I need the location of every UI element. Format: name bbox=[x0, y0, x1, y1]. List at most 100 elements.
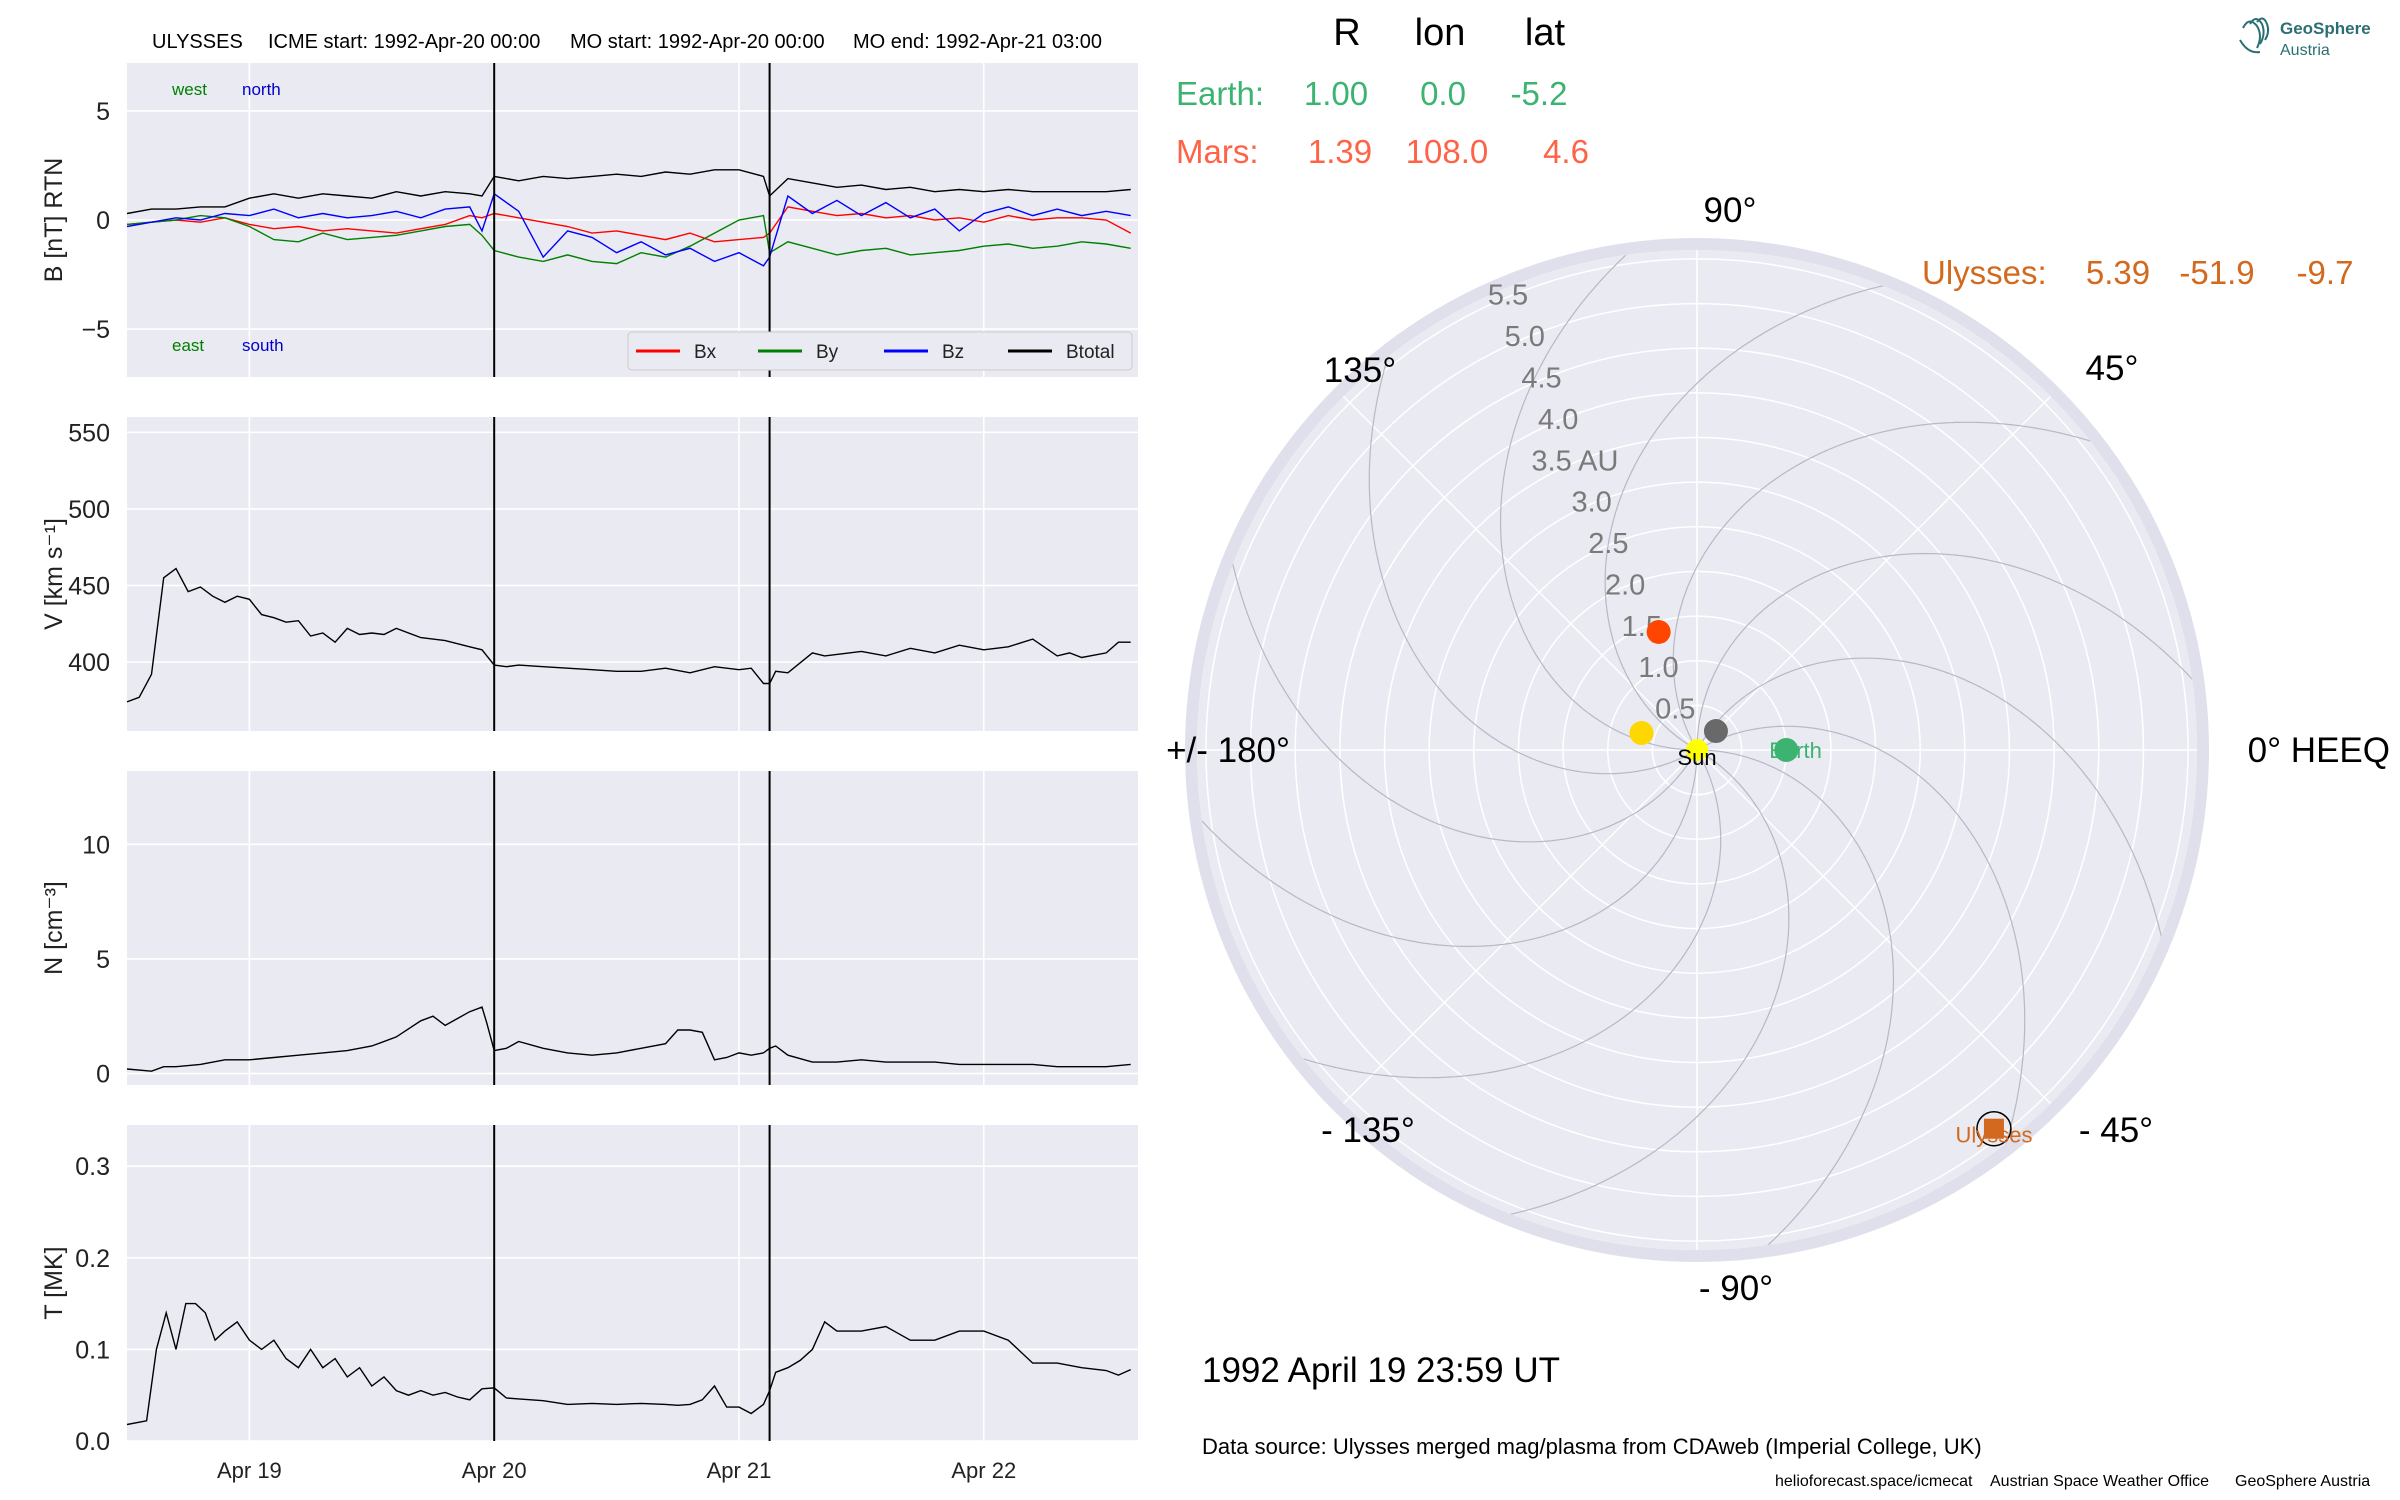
y-axis-label: T [MK] bbox=[40, 1246, 68, 1319]
y-tick-label: 0.2 bbox=[75, 1245, 110, 1273]
angular-gridline bbox=[1342, 395, 1698, 751]
theta-label-minus-135: - 135° bbox=[1321, 1111, 1415, 1150]
r-tick-label: 2.0 bbox=[1605, 569, 1645, 601]
panel-background bbox=[127, 771, 1138, 1085]
theta-label-45: 45° bbox=[2086, 349, 2139, 388]
panel-background bbox=[127, 1125, 1138, 1441]
earth-row-lon: 0.0 bbox=[1420, 75, 1466, 112]
y-tick-label: 5 bbox=[96, 946, 110, 974]
ulysses-label: Ulysses bbox=[1955, 1123, 2032, 1148]
angular-gridline bbox=[1342, 749, 1698, 1105]
r-tick-label: 5.0 bbox=[1505, 321, 1545, 353]
mars-row-name: Mars: bbox=[1176, 133, 1259, 170]
theta-label-180: +/- 180° bbox=[1166, 731, 1290, 770]
y-axis-label: N [cm⁻³] bbox=[40, 881, 68, 975]
theta-label-minus-90: - 90° bbox=[1699, 1269, 1773, 1308]
b-legend: Bx By Bz Btotal bbox=[627, 331, 1133, 371]
y-tick-label: 550 bbox=[68, 419, 110, 447]
sun-marker bbox=[1686, 739, 1708, 761]
ulysses-row-lat: -9.7 bbox=[2297, 254, 2354, 291]
footer-link-icmecat: helioforecast.space/icmecat bbox=[1775, 1473, 1973, 1490]
y-tick-label: 500 bbox=[68, 496, 110, 524]
y-tick-label: 0.1 bbox=[75, 1336, 110, 1364]
geosphere-logo-icon: GeoSphere Austria bbox=[2239, 17, 2371, 59]
y-tick-label: 400 bbox=[68, 649, 110, 677]
panel-4: 0.3 0.2 0.1 0.0 Apr 19 Apr 20 Apr 21 Apr 22 T [M… bbox=[40, 1125, 1138, 1483]
y-tick-label: −5 bbox=[81, 316, 110, 344]
theta-label-90: 90° bbox=[1704, 191, 1757, 230]
icme-start-label: ICME start: 1992-Apr-20 00:00 bbox=[268, 31, 540, 53]
sun-label: Sun bbox=[1677, 745, 1716, 770]
parker-spiral-line bbox=[1696, 552, 2197, 801]
mars-row-lat: 4.6 bbox=[1543, 133, 1589, 170]
theta-label-0: 0° HEEQ bbox=[2248, 731, 2390, 770]
annotation-east: east bbox=[172, 336, 204, 355]
series-line-data bbox=[126, 567, 1131, 703]
r-tick-label: 3.0 bbox=[1571, 487, 1611, 519]
angular-gridline bbox=[1696, 749, 2052, 1105]
body-2-marker bbox=[1703, 719, 1728, 744]
annotation-west: west bbox=[171, 80, 207, 99]
polar-position-plot: 0.51.01.52.02.53.03.5 AU4.04.55.05.50° H… bbox=[1166, 191, 2390, 1308]
r-tick-label: 0.5 bbox=[1655, 694, 1695, 726]
ulysses-row-r: 5.39 bbox=[2086, 254, 2150, 291]
annotation-south: south bbox=[242, 336, 284, 355]
series-line-by bbox=[126, 214, 1131, 265]
angular-gridline bbox=[1696, 395, 2052, 751]
ulysses-ring bbox=[1976, 1110, 2012, 1147]
col-header-lat: lat bbox=[1525, 12, 1566, 54]
theta-label-minus-45: - 45° bbox=[2079, 1111, 2153, 1150]
r-tick-label: 1.0 bbox=[1638, 652, 1678, 684]
parker-spiral-line bbox=[1696, 657, 2175, 1083]
col-header-r: R bbox=[1333, 12, 1360, 54]
r-tick-label: 4.0 bbox=[1538, 404, 1578, 436]
spacecraft-title: ULYSSES bbox=[152, 31, 243, 53]
r-tick-label: 2.5 bbox=[1588, 528, 1628, 560]
earth-row-lat: -5.2 bbox=[1511, 75, 1568, 112]
panel-1: 5 0 −5 B [nT] RTN bbox=[40, 63, 1138, 377]
logo-text-geosphere: GeoSphere bbox=[2280, 19, 2371, 38]
series-line-data bbox=[126, 1006, 1131, 1072]
earth-row-r: 1.00 bbox=[1304, 75, 1368, 112]
panel-background bbox=[127, 417, 1138, 731]
parker-spiral-line bbox=[1197, 699, 1698, 948]
ulysses-row-lon: -51.9 bbox=[2179, 254, 2254, 291]
mo-start-label: MO start: 1992-Apr-20 00:00 bbox=[570, 31, 825, 53]
parker-spiral-line bbox=[1604, 272, 2030, 751]
x-tick-label-apr-19: Apr 19 bbox=[217, 1458, 282, 1483]
mars-row-lon: 108.0 bbox=[1406, 133, 1489, 170]
y-tick-label: 10 bbox=[82, 831, 110, 859]
theta-label-135: 135° bbox=[1324, 351, 1396, 390]
parker-spiral-line bbox=[1364, 749, 1790, 1228]
data-source-label: Data source: Ulysses merged mag/plasma f… bbox=[1202, 1434, 1982, 1459]
ulysses-row-name: Ulysses: bbox=[1922, 254, 2047, 291]
parker-spiral-line bbox=[1646, 749, 1895, 1250]
y-tick-label: 5 bbox=[96, 98, 110, 126]
parker-spiral-line bbox=[1368, 250, 1698, 775]
parker-spiral-line bbox=[1197, 749, 1722, 1079]
earth-row-name: Earth: bbox=[1176, 75, 1264, 112]
series-line-btotal bbox=[126, 169, 1131, 215]
parker-spiral-line bbox=[1219, 417, 1698, 843]
legend-label-by: By bbox=[816, 342, 839, 363]
r-tick-label: 4.5 bbox=[1521, 362, 1561, 394]
y-tick-label: 0.0 bbox=[75, 1428, 110, 1456]
series-line-bx bbox=[126, 206, 1132, 243]
y-tick-label: 0 bbox=[96, 1061, 110, 1089]
body-3-marker bbox=[1629, 721, 1654, 746]
x-tick-label-apr-20: Apr 20 bbox=[462, 1458, 527, 1483]
footer-link-asws: Austrian Space Weather Office bbox=[1990, 1473, 2209, 1490]
y-tick-label: 0 bbox=[96, 207, 110, 235]
parker-spiral-line bbox=[1696, 725, 2026, 1250]
y-axis-label: B [nT] RTN bbox=[40, 158, 68, 283]
polar-outer-ring bbox=[1185, 238, 2209, 1262]
logo-text-austria: Austria bbox=[2280, 42, 2330, 59]
parker-spiral-line bbox=[1672, 421, 2197, 751]
r-tick-label: 5.5 bbox=[1488, 280, 1528, 312]
body-4-marker bbox=[1646, 619, 1671, 644]
y-tick-label: 0.3 bbox=[75, 1153, 110, 1181]
position-table: R lon lat Earth: 1.00 0.0 -5.2 Mars: 1.3… bbox=[1176, 12, 2353, 291]
